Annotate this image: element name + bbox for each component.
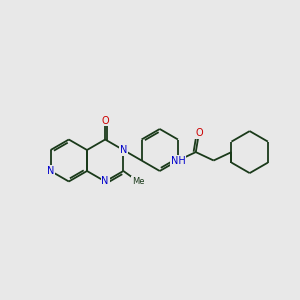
Text: N: N: [47, 166, 54, 176]
Text: NH: NH: [171, 155, 185, 166]
Text: O: O: [195, 128, 203, 138]
Text: Me: Me: [132, 177, 144, 186]
Text: O: O: [101, 116, 109, 126]
Text: N: N: [120, 145, 127, 155]
Text: N: N: [101, 176, 109, 187]
